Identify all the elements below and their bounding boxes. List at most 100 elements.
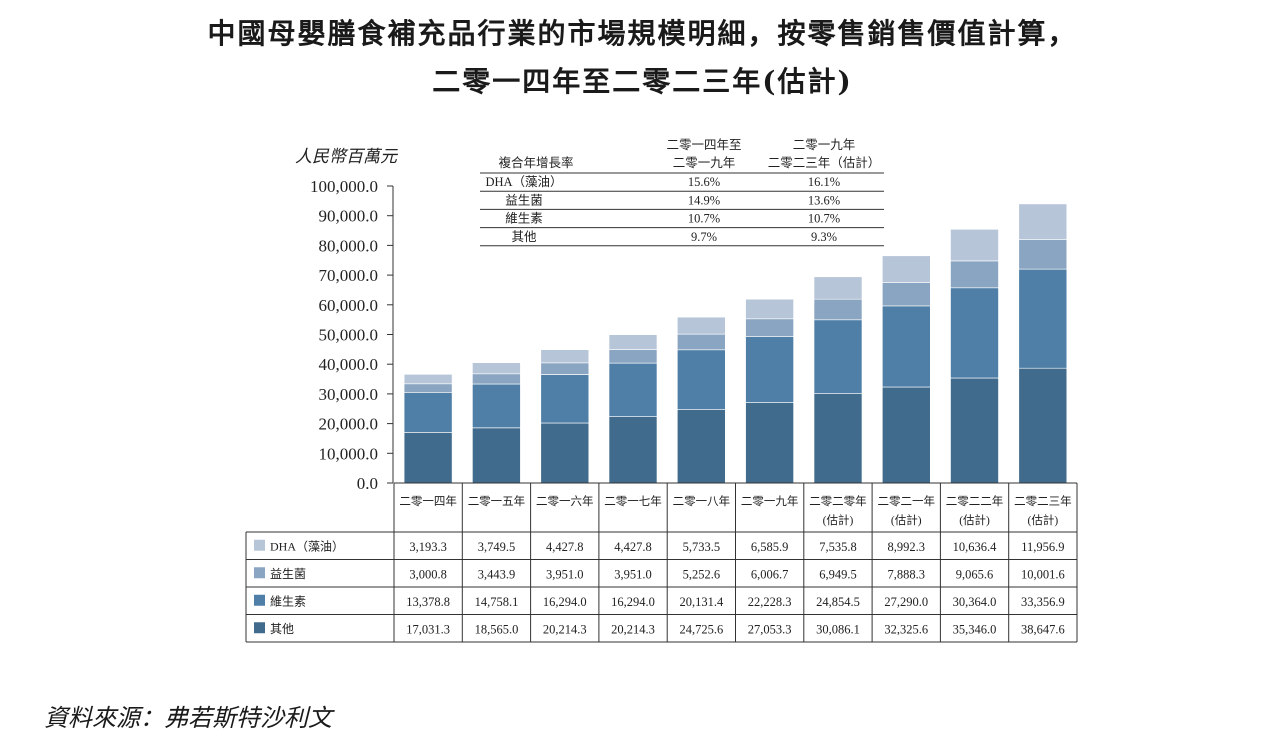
bar-segment-vitamins	[608, 362, 658, 417]
data-value-label: 16,294.0	[611, 595, 655, 609]
bar-segment-probiotics	[676, 333, 726, 351]
legend-label-vitamins: 維生素	[270, 594, 306, 608]
data-value-label: 35,346.0	[953, 622, 997, 636]
bar-segment-DHA	[745, 298, 794, 320]
legend-label-DHA: DHA（藻油）	[270, 539, 344, 553]
data-value-label: 10,636.4	[953, 540, 998, 554]
category-label: 二零一七年	[604, 494, 662, 508]
data-value-label: 9,065.6	[956, 567, 994, 581]
y-tick-label: 10,000.0	[319, 444, 379, 463]
data-value-label: 13,378.8	[406, 595, 450, 609]
category-label: 二零一六年	[536, 494, 594, 508]
chart-title-line-1: 中國母嬰膳食補充品行業的市場規模明細，按零售銷售價值計算，	[207, 17, 1078, 50]
cagr-value: 9.3%	[811, 230, 837, 244]
bar-segment-vitamins	[745, 336, 794, 403]
bar-segment-others	[608, 416, 658, 484]
cagr-row-label: 維生素	[505, 212, 543, 226]
data-value-label: 5,733.5	[683, 540, 721, 554]
data-value-label: 6,949.5	[819, 567, 857, 581]
data-value-label: 7,535.8	[819, 540, 857, 554]
legend-swatch-DHA	[254, 539, 265, 551]
cagr-row-label: 其他	[511, 230, 537, 244]
bar-segment-probiotics	[881, 282, 931, 307]
data-value-label: 33,356.9	[1021, 595, 1065, 609]
cagr-header-label: 複合年增長率	[498, 155, 573, 170]
data-value-label: 6,006.7	[751, 567, 789, 581]
bar-segment-probiotics	[403, 383, 453, 393]
bar-segment-vitamins	[881, 305, 931, 388]
data-value-label: 3,193.3	[409, 540, 447, 554]
bar-segment-DHA	[403, 373, 453, 385]
category-label: 二零二一年	[878, 494, 936, 508]
category-label: (估計)	[823, 513, 854, 527]
category-label: (估計)	[1028, 513, 1059, 527]
data-value-label: 8,992.3	[888, 540, 926, 554]
bar-segment-probiotics	[472, 373, 521, 385]
cagr-value: 10.7%	[808, 212, 840, 226]
data-value-label: 11,956.9	[1021, 540, 1064, 554]
data-value-label: 18,565.0	[475, 622, 519, 636]
bar-segment-others	[745, 402, 794, 484]
data-value-label: 3,749.5	[478, 540, 516, 554]
y-tick-label: 50,000.0	[319, 326, 379, 345]
category-label: 二零二三年	[1014, 494, 1072, 508]
category-label: 二零一五年	[468, 494, 526, 508]
y-tick-label: 70,000.0	[319, 266, 379, 285]
bar-segment-DHA	[608, 334, 658, 350]
cagr-value: 10.7%	[688, 212, 720, 226]
data-value-label: 24,725.6	[679, 622, 723, 636]
cagr-value: 9.7%	[691, 230, 717, 244]
category-label: 二零一九年	[741, 494, 799, 508]
data-value-label: 17,031.3	[406, 622, 450, 636]
data-value-label: 16,294.0	[543, 595, 587, 609]
category-label: (估計)	[959, 513, 990, 527]
category-label: 二零二零年	[809, 494, 867, 508]
category-label: (估計)	[891, 513, 922, 527]
bar-segment-others	[540, 422, 590, 484]
data-value-label: 30,086.1	[816, 622, 860, 636]
bar-segment-probiotics	[950, 260, 999, 289]
chart-title-line-2: 二零一四年至二零二三年(估計)	[432, 65, 853, 98]
bar-segment-DHA	[540, 349, 590, 364]
bar-segment-others	[676, 409, 726, 484]
bar-segment-others	[813, 393, 863, 484]
data-value-label: 3,443.9	[478, 567, 516, 581]
data-value-label: 20,214.3	[611, 622, 655, 636]
data-value-label: 20,131.4	[679, 595, 724, 609]
data-value-label: 4,427.8	[614, 540, 652, 554]
data-value-label: 32,325.6	[884, 622, 928, 636]
y-tick-label: 0.0	[357, 474, 378, 493]
y-tick-label: 90,000.0	[319, 207, 379, 226]
bar-segment-others	[403, 432, 453, 484]
data-value-label: 3,000.8	[409, 567, 447, 581]
data-value-label: 20,214.3	[543, 622, 587, 636]
cagr-value: 16.1%	[808, 175, 840, 189]
cagr-value: 13.6%	[808, 193, 840, 207]
bar-segment-vitamins	[472, 383, 521, 429]
data-value-label: 3,951.0	[546, 567, 584, 581]
data-value-label: 38,647.6	[1021, 622, 1065, 636]
data-value-label: 5,252.6	[683, 567, 721, 581]
source-note: 資料來源：弗若斯特沙利文	[44, 704, 332, 732]
bar-segment-probiotics	[813, 298, 863, 321]
y-axis-unit-label: 人民幣百萬元	[295, 147, 399, 166]
bar-segment-DHA	[881, 255, 931, 283]
y-tick-label: 30,000.0	[319, 385, 379, 404]
bar-segment-DHA	[472, 362, 521, 375]
bar-segment-DHA	[1018, 203, 1068, 240]
legend-swatch-probiotics	[254, 567, 265, 579]
bar-segment-DHA	[950, 229, 999, 262]
cagr-col2-header: 二零一九年	[793, 138, 856, 152]
category-label: 二零二二年	[946, 494, 1004, 508]
y-tick-label: 20,000.0	[319, 415, 379, 434]
bar-segment-vitamins	[540, 374, 590, 424]
cagr-value: 14.9%	[688, 193, 720, 207]
category-label: 二零一四年	[399, 494, 457, 508]
bar-segment-probiotics	[1018, 239, 1068, 270]
y-tick-label: 40,000.0	[319, 355, 379, 374]
data-value-label: 22,228.3	[748, 595, 792, 609]
bar-segment-probiotics	[745, 318, 794, 337]
bar-segment-vitamins	[1018, 268, 1068, 369]
data-value-label: 27,290.0	[884, 595, 928, 609]
